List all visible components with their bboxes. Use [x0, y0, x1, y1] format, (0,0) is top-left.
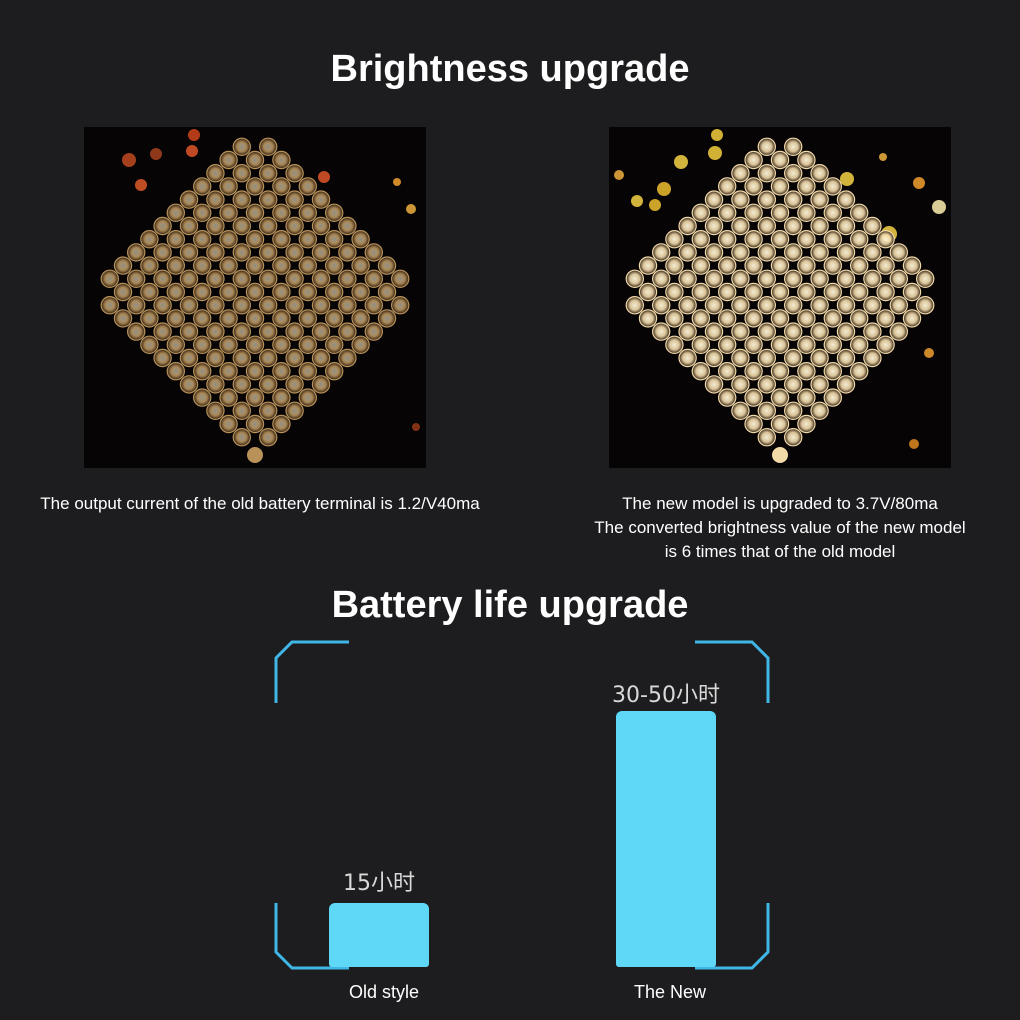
old-brightness-caption: The output current of the old battery te… — [40, 494, 480, 513]
old-led-photo — [84, 127, 426, 468]
new-led-photo — [609, 127, 951, 468]
new-caption-line-1: The new model is upgraded to 3.7V/80ma — [622, 494, 938, 513]
battery-title: Battery life upgrade — [331, 584, 689, 626]
battery-frame-left — [272, 640, 352, 972]
new-caption-line-2: The converted brightness value of the ne… — [594, 518, 966, 537]
old-battery-value: 15小时 — [343, 871, 415, 896]
old-battery-label: Old style — [348, 982, 420, 1002]
old-battery-bar — [329, 903, 429, 967]
brightness-title: Brightness upgrade — [330, 48, 690, 90]
new-brightness-caption: The new model is upgraded to 3.7V/80ma T… — [540, 492, 1020, 564]
new-battery-label: The New — [633, 982, 707, 1002]
new-caption-line-3: is 6 times that of the old model — [664, 542, 896, 561]
new-battery-value: 30-50小时 — [612, 683, 720, 708]
battery-frame-right — [692, 640, 772, 972]
new-battery-bar — [616, 711, 716, 967]
